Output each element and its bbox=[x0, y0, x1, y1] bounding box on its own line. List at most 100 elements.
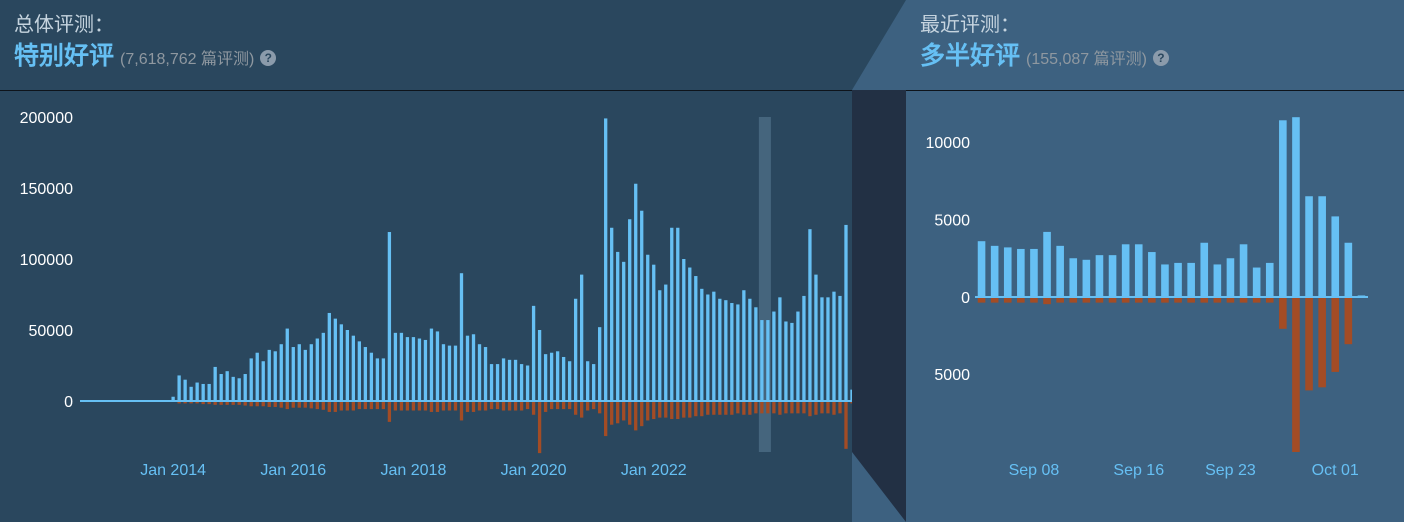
overall-positive-bar[interactable] bbox=[327, 312, 331, 401]
recent-negative-bar[interactable] bbox=[1200, 298, 1209, 303]
overall-positive-bar[interactable] bbox=[243, 374, 247, 401]
overall-positive-bar[interactable] bbox=[850, 389, 854, 401]
overall-positive-bar[interactable] bbox=[736, 304, 740, 401]
overall-negative-bar[interactable] bbox=[195, 402, 199, 404]
recent-negative-bar[interactable] bbox=[1252, 298, 1261, 303]
recent-negative-bar[interactable] bbox=[1161, 298, 1169, 303]
recent-positive-bar[interactable] bbox=[1331, 216, 1340, 297]
recent-negative-bar[interactable] bbox=[1344, 298, 1353, 345]
recent-negative-bar[interactable] bbox=[1292, 298, 1300, 452]
overall-positive-bar[interactable] bbox=[664, 284, 668, 401]
overall-positive-bar[interactable] bbox=[381, 358, 386, 401]
recent-positive-bar[interactable] bbox=[1056, 245, 1064, 297]
overall-negative-bar[interactable] bbox=[634, 402, 638, 431]
overall-negative-bar[interactable] bbox=[219, 402, 223, 405]
overall-negative-bar[interactable] bbox=[573, 402, 578, 415]
overall-negative-bar[interactable] bbox=[640, 402, 644, 427]
overall-positive-bar[interactable] bbox=[261, 361, 265, 401]
recent-positive-bar[interactable] bbox=[1121, 244, 1130, 297]
overall-negative-bar[interactable] bbox=[489, 402, 494, 410]
overall-negative-bar[interactable] bbox=[255, 402, 259, 407]
overall-positive-bar[interactable] bbox=[345, 330, 349, 401]
recent-positive-bar[interactable] bbox=[1213, 264, 1222, 297]
recent-negative-bar[interactable] bbox=[1318, 298, 1326, 388]
overall-review-summary[interactable]: 特别好评 bbox=[14, 42, 115, 70]
overall-positive-bar[interactable] bbox=[555, 351, 560, 401]
overall-positive-bar[interactable] bbox=[231, 376, 235, 401]
overall-negative-bar[interactable] bbox=[664, 402, 668, 418]
recent-positive-bar[interactable] bbox=[1226, 258, 1235, 297]
recent-positive-bar[interactable] bbox=[990, 245, 999, 297]
overall-negative-bar[interactable] bbox=[706, 402, 710, 415]
overall-positive-bar[interactable] bbox=[742, 290, 746, 401]
overall-negative-bar[interactable] bbox=[405, 402, 410, 411]
overall-negative-bar[interactable] bbox=[784, 402, 788, 414]
overall-negative-bar[interactable] bbox=[622, 402, 626, 421]
recent-positive-bar[interactable] bbox=[1161, 264, 1169, 297]
recent-negative-bar[interactable] bbox=[1095, 298, 1104, 303]
overall-positive-bar[interactable] bbox=[778, 297, 782, 401]
overall-negative-bar[interactable] bbox=[201, 402, 205, 405]
recent-negative-bar[interactable] bbox=[1213, 298, 1222, 303]
overall-negative-bar[interactable] bbox=[616, 402, 620, 424]
recent-review-summary[interactable]: 多半好评 bbox=[920, 42, 1021, 70]
overall-positive-bar[interactable] bbox=[375, 358, 380, 401]
overall-positive-bar[interactable] bbox=[604, 118, 608, 402]
overall-negative-bar[interactable] bbox=[303, 402, 307, 408]
overall-positive-bar[interactable] bbox=[772, 311, 776, 401]
recent-negative-bar[interactable] bbox=[1279, 298, 1287, 329]
overall-positive-bar[interactable] bbox=[429, 328, 434, 401]
overall-positive-bar[interactable] bbox=[315, 338, 319, 401]
overall-negative-bar[interactable] bbox=[592, 402, 596, 410]
overall-positive-bar[interactable] bbox=[730, 303, 734, 401]
overall-negative-bar[interactable] bbox=[586, 402, 590, 411]
recent-positive-bar[interactable] bbox=[1252, 267, 1261, 297]
overall-negative-bar[interactable] bbox=[243, 402, 247, 406]
overall-negative-bar[interactable] bbox=[225, 402, 229, 405]
overall-positive-bar[interactable] bbox=[802, 295, 806, 401]
overall-negative-bar[interactable] bbox=[724, 402, 728, 415]
overall-negative-bar[interactable] bbox=[279, 402, 283, 408]
overall-negative-bar[interactable] bbox=[838, 402, 842, 414]
overall-positive-bar[interactable] bbox=[543, 354, 548, 401]
overall-positive-bar[interactable] bbox=[712, 291, 716, 401]
overall-negative-bar[interactable] bbox=[652, 402, 656, 420]
overall-positive-bar[interactable] bbox=[477, 344, 482, 401]
question-mark-icon[interactable]: ? bbox=[260, 50, 277, 66]
overall-negative-bar[interactable] bbox=[826, 402, 830, 414]
overall-positive-bar[interactable] bbox=[207, 383, 211, 401]
overall-negative-bar[interactable] bbox=[429, 402, 434, 412]
overall-negative-bar[interactable] bbox=[327, 402, 331, 412]
overall-positive-bar[interactable] bbox=[567, 361, 572, 401]
overall-negative-bar[interactable] bbox=[363, 402, 368, 410]
overall-positive-bar[interactable] bbox=[369, 352, 374, 401]
recent-positive-bar[interactable] bbox=[1344, 242, 1353, 297]
overall-negative-bar[interactable] bbox=[501, 402, 506, 411]
overall-negative-bar[interactable] bbox=[766, 402, 770, 414]
overall-positive-bar[interactable] bbox=[285, 328, 289, 401]
recent-positive-bar[interactable] bbox=[1017, 248, 1025, 297]
overall-negative-bar[interactable] bbox=[543, 402, 548, 412]
overall-negative-bar[interactable] bbox=[778, 402, 782, 415]
overall-negative-bar[interactable] bbox=[249, 402, 253, 407]
overall-positive-bar[interactable] bbox=[592, 364, 596, 401]
overall-positive-bar[interactable] bbox=[273, 351, 277, 401]
overall-negative-bar[interactable] bbox=[483, 402, 488, 411]
overall-negative-bar[interactable] bbox=[802, 402, 806, 414]
overall-positive-bar[interactable] bbox=[321, 332, 325, 401]
overall-positive-bar[interactable] bbox=[586, 361, 590, 401]
overall-negative-bar[interactable] bbox=[309, 402, 313, 409]
overall-positive-bar[interactable] bbox=[507, 359, 512, 401]
overall-positive-bar[interactable] bbox=[706, 294, 710, 402]
overall-positive-bar[interactable] bbox=[423, 339, 428, 401]
overall-positive-bar[interactable] bbox=[766, 320, 770, 401]
overall-positive-bar[interactable] bbox=[610, 227, 614, 401]
overall-negative-bar[interactable] bbox=[285, 402, 289, 410]
overall-negative-bar[interactable] bbox=[549, 402, 554, 410]
overall-negative-bar[interactable] bbox=[814, 402, 818, 415]
overall-negative-bar[interactable] bbox=[718, 402, 722, 415]
overall-negative-bar[interactable] bbox=[832, 402, 836, 415]
overall-negative-bar[interactable] bbox=[754, 402, 758, 414]
overall-positive-bar[interactable] bbox=[399, 332, 404, 401]
recent-positive-bar[interactable] bbox=[1187, 262, 1195, 297]
